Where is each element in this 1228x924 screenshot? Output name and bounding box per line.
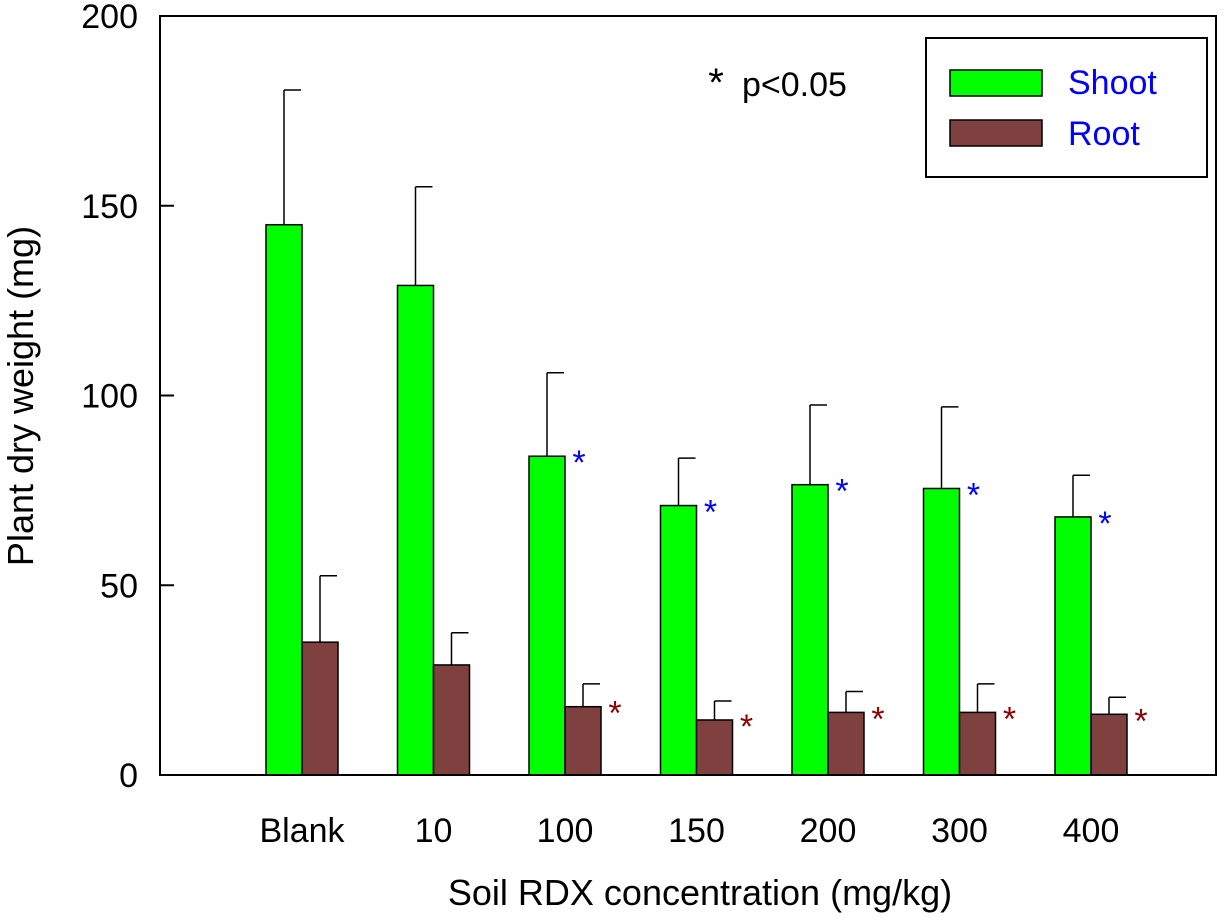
bar-shoot-10: [396, 284, 435, 776]
bars-layer: [265, 223, 1128, 776]
bar-shoot-400: [1054, 516, 1092, 776]
y-axis-ticks: 0 50 100 150 200: [81, 0, 174, 795]
significance-star-root-200: *: [871, 700, 884, 738]
significance-star-shoot-400: *: [1098, 505, 1111, 543]
significance-star-shoot-100: *: [572, 444, 585, 482]
x-tick-label-100: 100: [537, 812, 594, 850]
significance-star-shoot-300: *: [967, 476, 980, 514]
bar-root-150: [695, 719, 734, 776]
x-tick-label-blank: Blank: [259, 812, 345, 850]
significance-star-root-300: *: [1003, 700, 1016, 738]
significance-star-root-150: *: [740, 708, 753, 746]
x-tick-label-300: 300: [931, 812, 988, 850]
y-tick-label-0: 0: [119, 757, 138, 795]
bar-root-200: [827, 711, 865, 776]
y-tick-label-200: 200: [81, 0, 138, 36]
legend-swatch-shoot: [949, 69, 1043, 97]
legend-swatch-root: [949, 119, 1043, 147]
x-tick-label-400: 400: [1063, 812, 1120, 850]
annotation-star: *: [708, 61, 724, 105]
significance-star-root-400: *: [1134, 702, 1147, 740]
bar-shoot-100: [528, 455, 566, 776]
legend-label-shoot: Shoot: [1068, 64, 1157, 102]
significance-markers-layer: * * * * * * * * * *: [572, 444, 1147, 746]
y-tick-label-150: 150: [81, 188, 138, 226]
significance-star-shoot-200: *: [835, 473, 848, 511]
error-bars-layer: [283, 89, 1126, 720]
bar-shoot-150: [659, 504, 698, 776]
bar-root-300: [958, 711, 997, 776]
bar-root-100: [564, 705, 602, 776]
legend-label-root: Root: [1068, 115, 1140, 153]
x-tick-label-10: 10: [415, 812, 453, 850]
bar-root-400: [1090, 713, 1128, 776]
x-tick-label-200: 200: [800, 812, 857, 850]
bar-shoot-300: [922, 487, 961, 776]
significance-star-shoot-150: *: [704, 494, 717, 532]
y-tick-label-50: 50: [100, 567, 138, 605]
x-tick-label-150: 150: [668, 812, 725, 850]
bar-shoot-200: [791, 483, 829, 776]
bar-root-blank: [301, 641, 339, 776]
legend-box: [925, 37, 1208, 178]
x-axis-ticks: Blank 10 100 150 200 300 400: [259, 812, 1119, 850]
legend: Shoot Root: [925, 37, 1208, 178]
bar-root-10: [432, 664, 471, 776]
annotation-pvalue: p<0.05: [742, 66, 847, 104]
bar-shoot-blank: [265, 223, 303, 776]
x-axis-label: Soil RDX concentration (mg/kg): [448, 872, 952, 913]
y-axis-label: Plant dry weight (mg): [0, 226, 41, 566]
significance-star-root-100: *: [608, 695, 621, 733]
y-tick-label-100: 100: [81, 378, 138, 416]
